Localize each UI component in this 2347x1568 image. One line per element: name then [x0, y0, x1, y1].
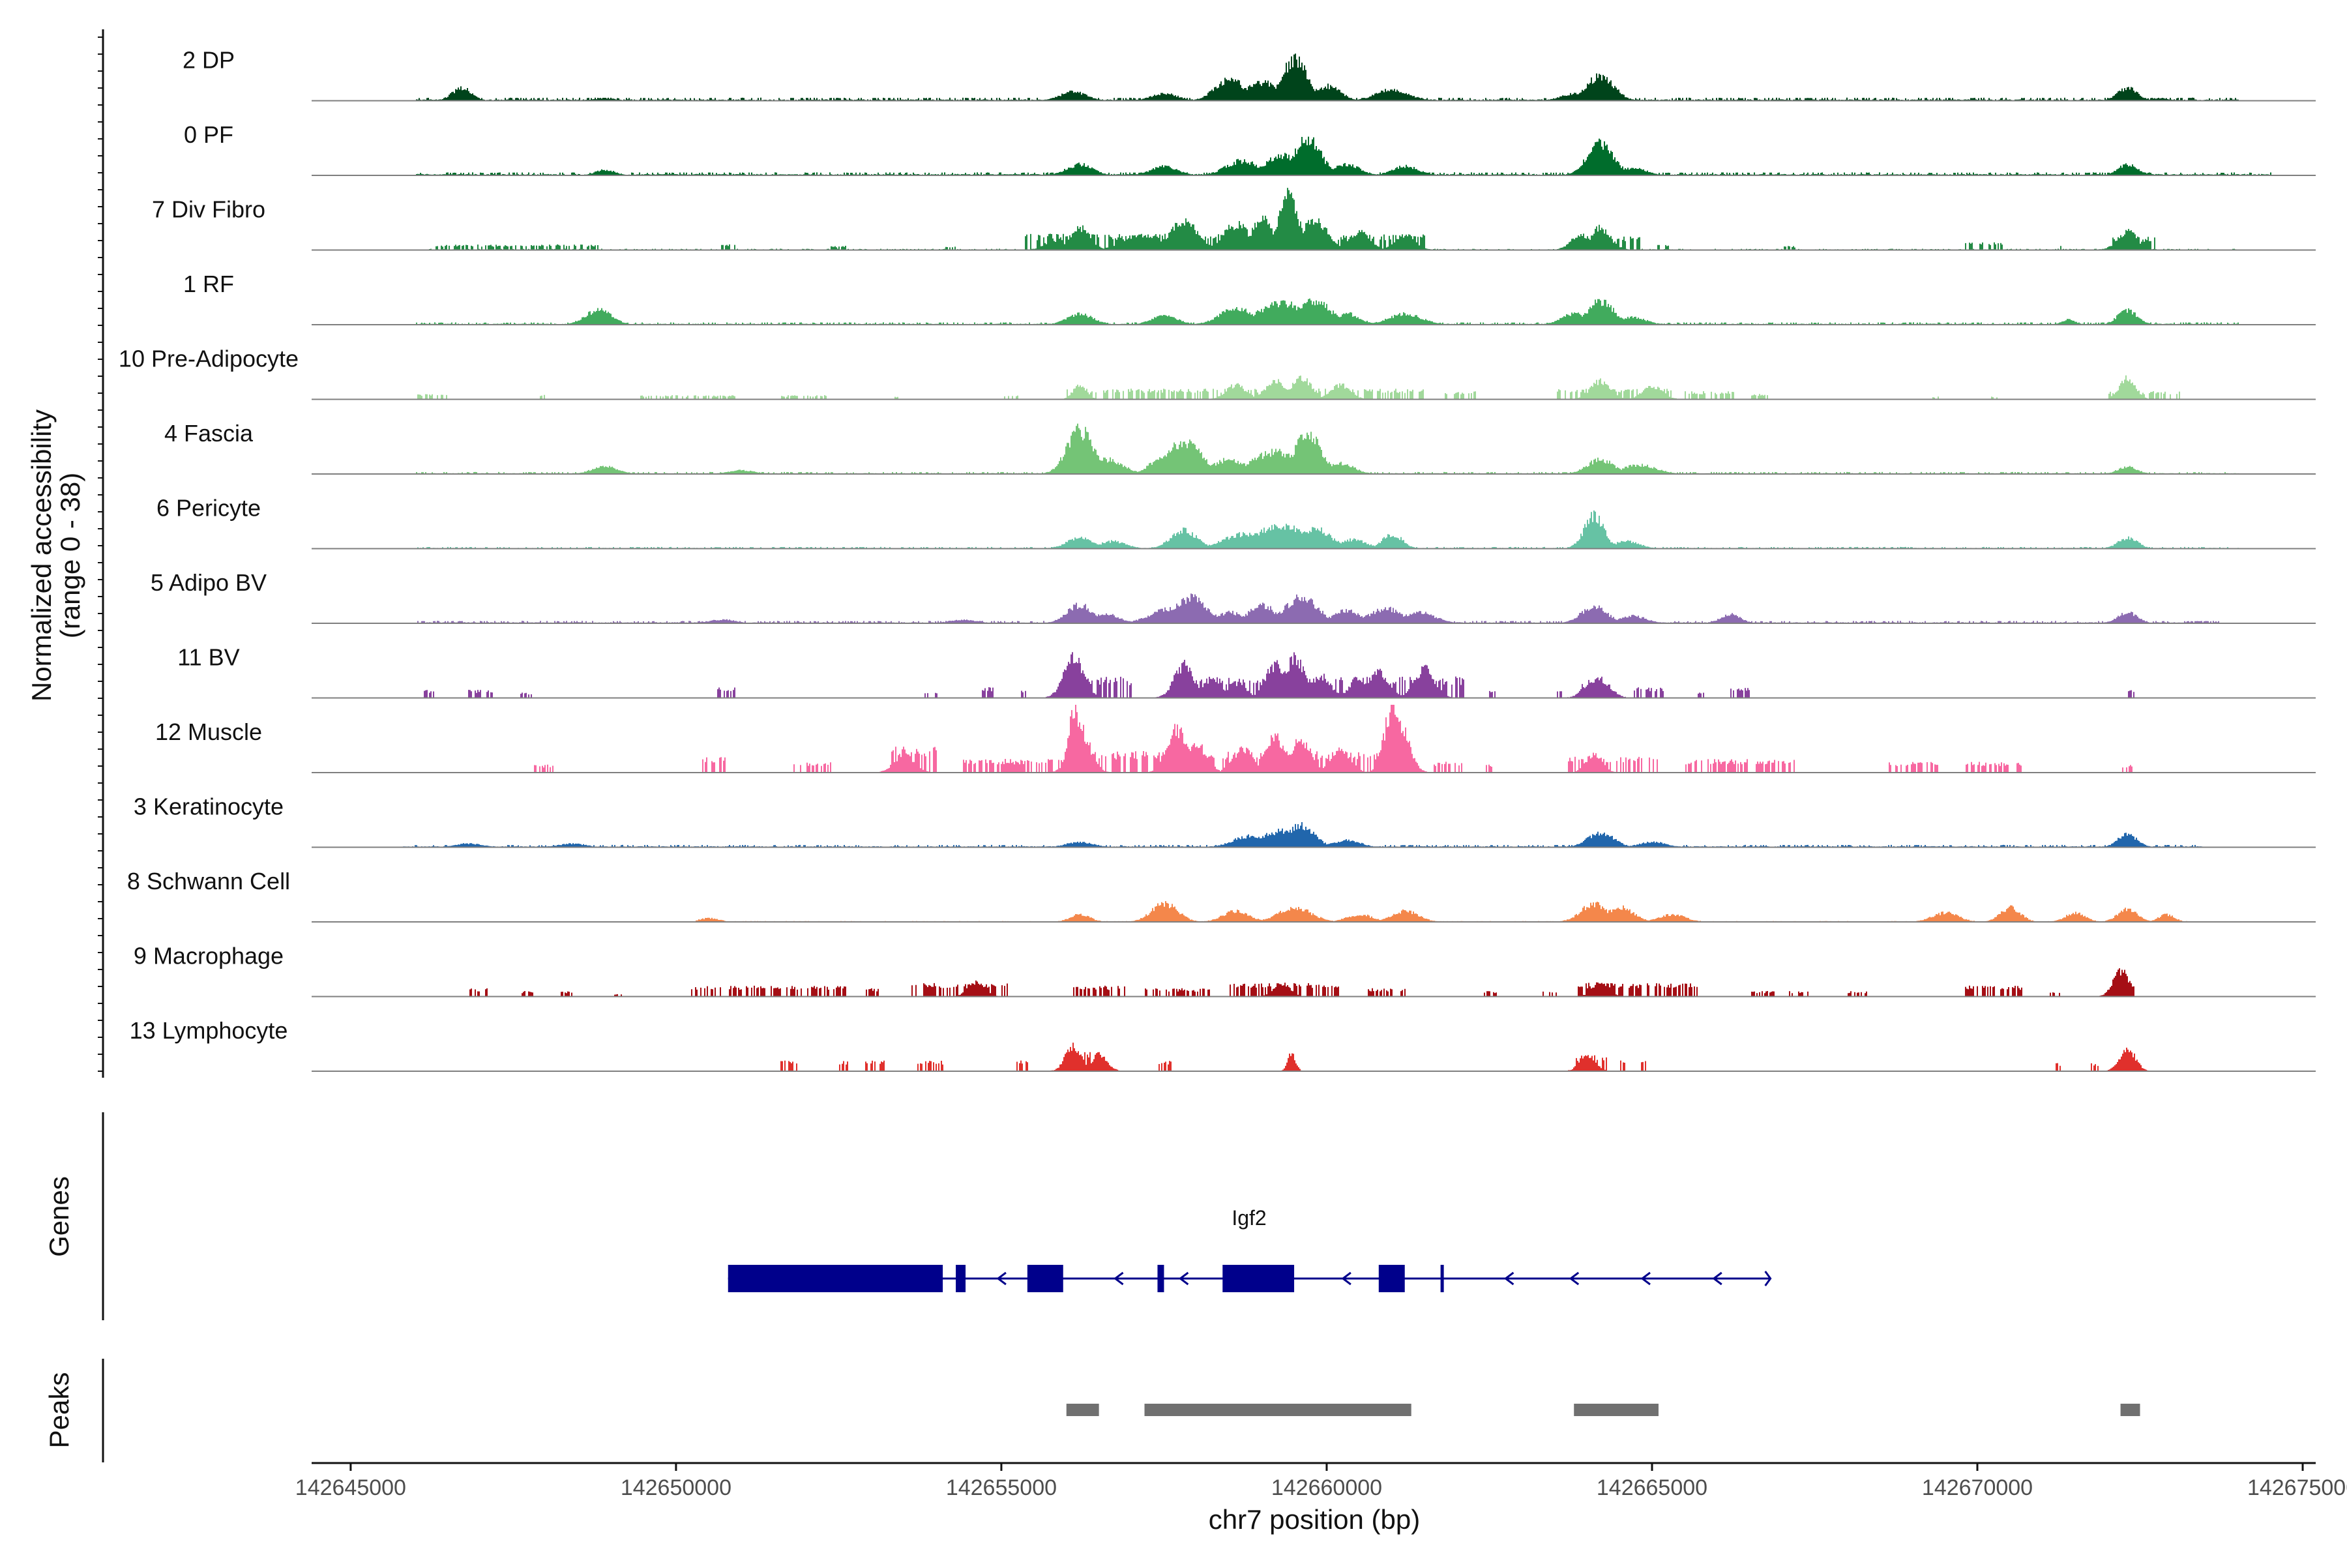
peak-region-bar [2120, 1404, 2140, 1416]
gene-label: Igf2 [1232, 1206, 1266, 1230]
track-3-keratinocyte: 3 Keratinocyte [134, 793, 2316, 848]
track-label: 3 Keratinocyte [134, 793, 284, 820]
gene-exon [728, 1265, 943, 1292]
coverage-area [429, 188, 2239, 250]
coverage-area [416, 510, 2239, 549]
track-2-dp: 2 DP [183, 47, 2316, 102]
track-label: 5 Adipo BV [151, 569, 267, 596]
coverage-area [534, 705, 2133, 773]
gene-exon [1378, 1265, 1405, 1292]
strand-arrow [1341, 1271, 1351, 1286]
track-12-muscle: 12 Muscle [155, 705, 2316, 773]
track-4-fascia: 4 Fascia [164, 420, 2316, 475]
strand-arrow [996, 1271, 1007, 1286]
x-axis-ticks: 142645000 142650000 142655000 142660000 1426… [295, 1463, 2347, 1500]
track-label: 6 Pericyte [156, 495, 261, 522]
gene-exon [1440, 1265, 1444, 1292]
strand-arrow [1178, 1271, 1189, 1286]
x-tick-label: 142670000 [1922, 1475, 2033, 1500]
x-tick-label: 142650000 [621, 1475, 731, 1500]
track-13-lymphocyte: 13 Lymphocyte [130, 1017, 2316, 1072]
coverage-area [416, 136, 2271, 175]
peak-region-bar [1574, 1404, 1659, 1416]
gene-panel: Genes Igf2 [44, 1112, 1772, 1320]
track-9-macrophage: 9 Macrophage [134, 943, 2316, 998]
strand-arrow [1114, 1271, 1124, 1286]
gene-exon [1157, 1265, 1164, 1292]
coverage-area [776, 1043, 2165, 1071]
x-tick-label: 142645000 [295, 1475, 406, 1500]
track-label: 1 RF [183, 271, 234, 297]
track-10-pre-adipocyte: 10 Pre-Adipocyte [119, 346, 2316, 400]
track-8-schwann-cell: 8 Schwann Cell [127, 868, 2316, 923]
coverage-area [424, 652, 2134, 698]
x-tick-label: 142665000 [1597, 1475, 1707, 1500]
track-label: 0 PF [184, 121, 233, 148]
peaks-track-label: Peaks [44, 1372, 74, 1449]
track-label: 4 Fascia [164, 420, 254, 447]
track-label: 10 Pre-Adipocyte [119, 346, 299, 372]
coverage-area [416, 593, 2219, 623]
coverage-area [468, 968, 2134, 997]
left-axis [98, 29, 104, 1078]
track-7-div-fibro: 7 Div Fibro [152, 188, 2316, 251]
x-axis-title: chr7 position (bp) [1209, 1504, 1421, 1535]
coverage-area [416, 423, 2239, 474]
track-label: 8 Schwann Cell [127, 868, 290, 895]
gene-model-igf2 [728, 1265, 1772, 1292]
track-5-adipo-bv: 5 Adipo BV [151, 569, 2316, 624]
track-6-pericyte: 6 Pericyte [156, 495, 2316, 550]
gene-end-cap [1764, 1271, 1772, 1286]
x-tick-label: 142675000 [2247, 1475, 2347, 1500]
strand-arrow [1640, 1271, 1651, 1286]
gene-exon [1222, 1265, 1295, 1292]
y-axis-title-line2: (range 0 - 38) [55, 473, 85, 638]
y-axis-title-line1: Normalized accessibility [26, 409, 57, 702]
coverage-area [416, 375, 2205, 400]
track-1-rf: 1 RF [183, 271, 2316, 325]
strand-arrow [1503, 1271, 1514, 1286]
x-tick-label: 142655000 [946, 1475, 1057, 1500]
track-label: 9 Macrophage [134, 943, 284, 969]
coverage-area [416, 53, 2239, 101]
peak-region-bar [1066, 1404, 1099, 1416]
x-axis: 142645000 142650000 142655000 142660000 1426… [295, 1462, 2347, 1535]
gene-exon [956, 1265, 966, 1292]
track-label: 2 DP [183, 47, 235, 74]
y-axis-title: Normalized accessibility (range 0 - 38) [26, 409, 85, 702]
coverage-tracks: 2 DP 0 PF 7 Div Fibro 1 RF 10 Pre-Adipocyte 4… [119, 47, 2316, 1072]
track-11-bv: 11 BV [177, 644, 2316, 699]
track-label: 12 Muscle [155, 718, 262, 745]
genes-track-label: Genes [44, 1176, 74, 1257]
strand-arrow [1712, 1271, 1722, 1286]
coverage-area [403, 822, 2206, 848]
track-label: 13 Lymphocyte [130, 1017, 288, 1044]
x-tick-label: 142660000 [1271, 1475, 1382, 1500]
coverage-area [696, 901, 2192, 922]
track-label: 7 Div Fibro [152, 196, 265, 223]
peaks-panel: Peaks [44, 1359, 2140, 1462]
track-0-pf: 0 PF [184, 121, 2316, 176]
peak-regions [1066, 1404, 2140, 1416]
peak-region-bar [1144, 1404, 1411, 1416]
track-label: 11 BV [177, 644, 239, 671]
strand-arrow [1569, 1271, 1580, 1286]
gene-exon [1027, 1265, 1063, 1292]
coverage-area [416, 298, 2239, 325]
